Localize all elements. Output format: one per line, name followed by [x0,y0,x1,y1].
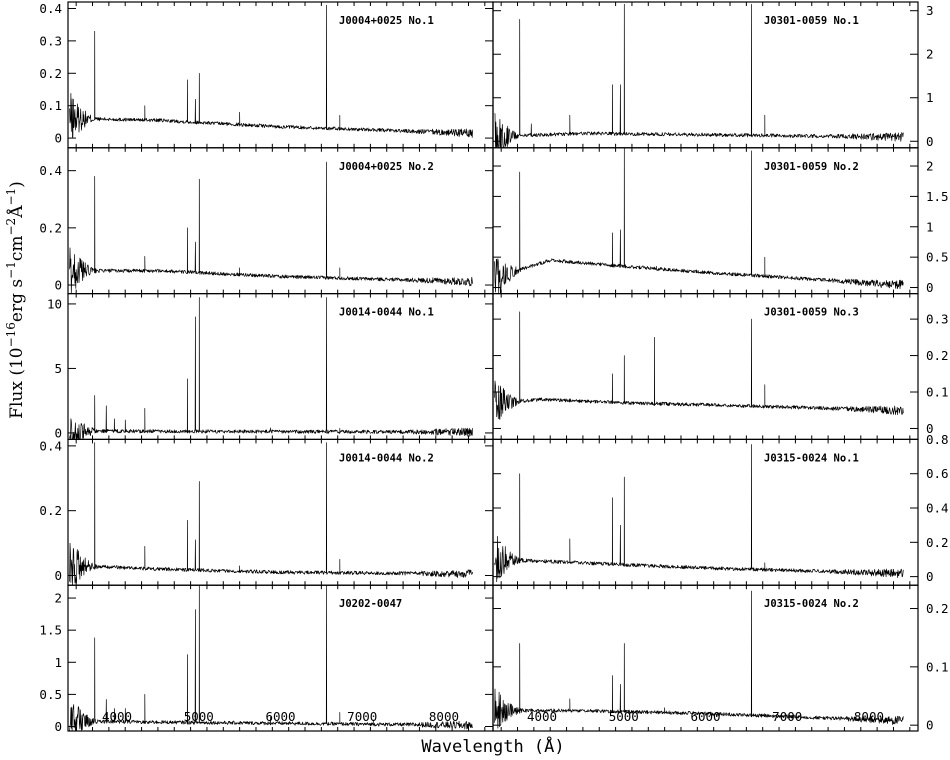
spectrum-line [494,147,904,294]
y-tick-label: 0.1 [39,98,62,113]
y-tick-label: 0.4 [39,438,62,453]
y-tick-label: 1.5 [39,623,62,638]
y-tick-label: 2 [54,591,62,606]
x-axis-label: Wavelength (Å) [421,735,564,757]
y-tick-label: 0.2 [39,66,62,81]
y-tick-label: 0 [54,719,62,734]
y-tick-label: 0.2 [39,220,62,235]
panel-2: 0 0.2 0.4 J0004+0025 No.2 [39,147,494,295]
x-tick-label: 7000 [772,709,802,724]
y-tick-label: 0 [54,425,62,440]
panel-label: J0315-0024 No.1 [764,452,859,464]
y-tick-label: 2 [926,47,934,62]
y-tick-label: 0.2 [926,601,949,616]
y-tick-label: 0.2 [39,503,62,518]
y-tick-label: 0 [54,278,62,293]
y-tick-label: 0.2 [926,348,949,363]
x-tick-label: 5000 [184,709,214,724]
y-tick-label: 0.8 [926,432,949,447]
spectrum-line [494,590,904,729]
x-tick-label: 4000 [102,709,132,724]
y-tick-label: 0 [926,421,934,436]
spectrum-line [494,444,904,583]
y-tick-label: 0 [926,569,934,584]
x-tick-label: 7000 [347,709,377,724]
x-tick-label: 5000 [609,709,639,724]
y-tick-label: 0.3 [39,33,62,48]
panel-1: 0 0.1 0.2 0.3 0.4 J0004+0025 No.1 [39,1,494,149]
y-tick-label: 1 [54,655,62,670]
x-tick-label: 6000 [265,709,295,724]
y-tick-label: 0.3 [926,312,949,327]
y-tick-label: 0 [926,134,934,149]
y-tick-label: 0.4 [926,501,949,516]
y-tick-label: 2 [926,159,934,174]
y-tick-label: 0.4 [39,1,62,16]
panel-10: 4000 5000 6000 7000 8000 0 0.1 0.2 J0315-0024 No… [492,584,949,733]
spectrum-line [494,311,904,420]
y-tick-label: 1.5 [926,189,949,204]
y-tick-label: 0 [926,718,934,733]
spectrum-line [69,297,473,440]
y-tick-label: 0.2 [926,535,949,550]
panel-label: J0301-0059 No.2 [764,161,859,173]
panel-label: J0315-0024 No.2 [764,598,859,610]
y-tick-label: 0.4 [39,163,62,178]
x-tick-label: 8000 [854,709,884,724]
x-tick-label: 6000 [690,709,720,724]
y-tick-label: 0.1 [926,659,949,674]
y-tick-label: 1 [926,219,934,234]
panel-3: 0 5 10 J0014-0044 No.1 [47,293,494,440]
y-tick-label: 5 [54,361,62,376]
y-tick-label: 0.6 [926,466,949,481]
spectrum-line [69,4,473,139]
y-tick-label: 3 [926,3,934,18]
spectrum-line [69,585,473,731]
panel-grid: 0 0.1 0.2 0.3 0.4 J0004+0025 No.1 0 0.2 0.4 J0004… [39,1,948,734]
spectrum-line [494,3,904,148]
y-tick-label: 1 [926,90,934,105]
panel-4: 0 0.2 0.4 J0014-0044 No.2 [39,438,494,586]
panel-label: J0202-0047 [339,598,402,610]
x-tick-label: 8000 [429,709,459,724]
y-tick-label: 0 [926,280,934,295]
panel-label: J0004+0025 No.2 [339,161,434,173]
panel-label: J0004+0025 No.1 [339,15,434,27]
panel-label: J0014-0044 No.1 [339,307,434,319]
panel-frame [492,584,919,732]
y-tick-label: 10 [47,296,62,311]
y-tick-label: 0.1 [926,385,949,400]
panel-label: J0014-0044 No.2 [339,452,434,464]
spectrum-line [69,442,473,586]
panel-5: 4000 5000 6000 7000 8000 0 0.5 1 1.5 2 J0202-0047 [39,584,494,734]
panel-7: 0 0.5 1 1.5 2 J0301-0059 No.2 [492,147,949,295]
panel-label: J0301-0059 No.1 [764,15,859,27]
y-tick-label: 0 [54,568,62,583]
y-tick-label: 0 [54,131,62,146]
spectrum-line [69,161,473,294]
y-tick-label: 0.5 [926,250,949,265]
x-tick-label: 4000 [527,709,557,724]
panel-9: 0 0.2 0.4 0.6 0.8 J0315-0024 No.1 [492,432,949,586]
panel-label: J0301-0059 No.3 [764,307,859,319]
y-tick-label: 0.5 [39,687,62,702]
y-axis-label: Flux (10−16erg s−1cm−2Å−1) [4,181,27,419]
panel-6: 0 1 2 3 J0301-0059 No.1 [492,1,934,149]
panel-8: 0 0.1 0.2 0.3 J0301-0059 No.3 [492,293,949,441]
